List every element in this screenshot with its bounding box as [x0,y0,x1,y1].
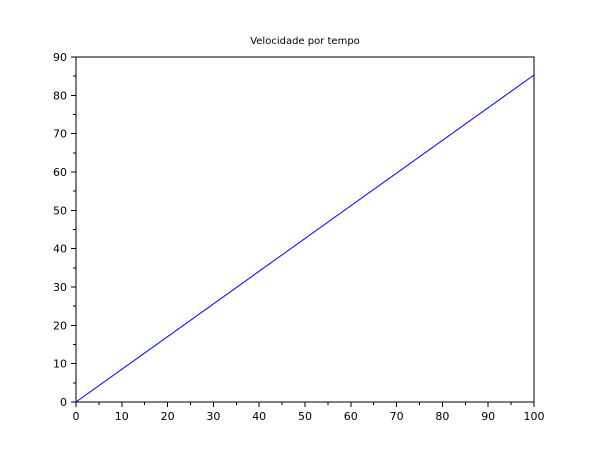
x-tick-label: 40 [252,410,266,423]
y-tick-label: 30 [53,281,67,294]
y-tick-label: 0 [60,396,67,409]
x-tick-label: 20 [161,410,175,423]
y-tick-label: 80 [53,89,67,102]
y-tick-label: 40 [53,243,67,256]
x-tick-label: 60 [344,410,358,423]
x-tick-label: 10 [115,410,129,423]
x-tick-label: 90 [481,410,495,423]
x-tick-label: 30 [206,410,220,423]
plot-frame [75,56,535,403]
y-tick-label: 20 [53,319,67,332]
series-line [75,74,535,403]
x-tick-label: 80 [435,410,449,423]
y-tick-label: 60 [53,166,67,179]
x-tick-label: 70 [390,410,404,423]
y-tick-label: 70 [53,128,67,141]
y-tick-label: 90 [53,51,67,64]
plot-area: 0 10 20 30 40 50 60 70 80 90 100 0 10 20 30 40 50 60 70 80 9… [53,51,545,423]
x-tick-label: 50 [298,410,312,423]
x-tick-label: 100 [524,410,545,423]
chart-title: Velocidade por tempo [250,36,360,47]
y-tick-label: 50 [53,204,67,217]
y-tick-label: 10 [53,358,67,371]
x-tick-label: 0 [73,410,80,423]
